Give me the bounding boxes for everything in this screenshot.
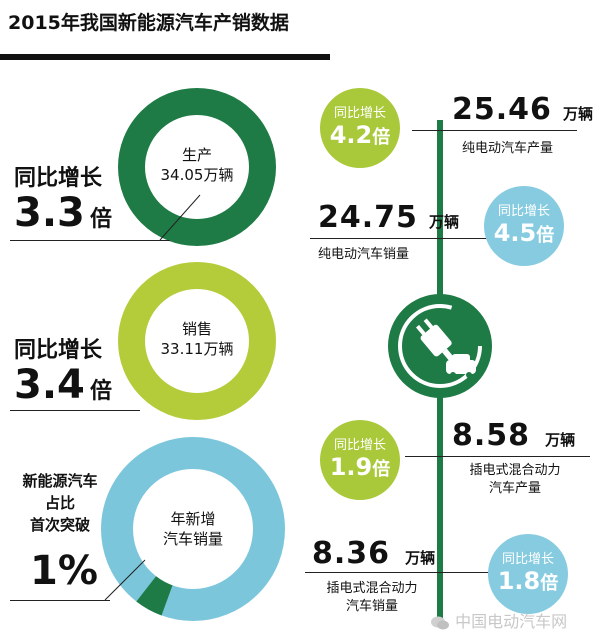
- sales-divider: [10, 410, 140, 411]
- phev-sales-desc-2: 汽车销量: [345, 599, 398, 614]
- phev-sales-badge-label: 同比增长: [501, 551, 554, 567]
- share-value: 1%: [30, 548, 98, 594]
- ev-sales-desc: 纯电动汽车销量: [318, 247, 410, 262]
- sales-label: 销售: [181, 320, 212, 338]
- ev-sales-value: 24.75: [318, 200, 418, 235]
- ev-sales-badge: 同比增长 4.5倍: [484, 186, 564, 266]
- production-value: 34.05万辆: [160, 166, 234, 184]
- ev-plug-car-icon: [388, 294, 492, 398]
- phev-production-desc-1: 插电式混合动力: [469, 463, 561, 478]
- sales-growth-label: 同比增长: [14, 338, 103, 363]
- ev-production-stat: 25.46 万辆: [452, 92, 593, 127]
- ev-sales-badge-value: 4.5: [493, 218, 537, 247]
- phev-sales-badge-value: 1.8: [497, 566, 541, 595]
- sales-ring-label: 销售 33.11万辆: [118, 319, 276, 359]
- sales-growth-unit: 倍: [89, 379, 112, 404]
- phev-production-value: 8.58: [452, 418, 531, 453]
- ev-production-badge-unit: 倍: [372, 126, 391, 148]
- production-ring-label: 生产 34.05万辆: [118, 145, 276, 185]
- share-text: 新能源汽车 占比 首次突破: [10, 470, 110, 536]
- ev-production-desc: 纯电动汽车产量: [462, 141, 554, 156]
- share-line1: 新能源汽车: [22, 472, 98, 490]
- phev-sales-desc-1: 插电式混合动力: [326, 581, 418, 596]
- phev-production-divider: [405, 456, 590, 457]
- ev-production-badge-value: 4.2: [329, 120, 373, 149]
- ev-sales-badge-label: 同比增长: [497, 203, 550, 219]
- phev-sales-unit: 万辆: [405, 549, 436, 567]
- share-ring-label-1: 年新增: [170, 510, 216, 528]
- production-growth: 3.3 倍: [14, 190, 112, 236]
- sales-growth-value: 3.4: [14, 362, 85, 408]
- share-ring-label: 年新增 汽车销量: [100, 509, 286, 549]
- ev-sales-stat: 24.75 万辆: [318, 200, 459, 235]
- ev-production-badge-label: 同比增长: [333, 105, 386, 121]
- ev-sales-divider: [310, 238, 490, 239]
- production-label: 生产: [181, 146, 212, 164]
- ev-production-unit: 万辆: [563, 105, 594, 123]
- phev-production-badge: 同比增长 1.9倍: [320, 420, 400, 500]
- production-growth-label: 同比增长: [14, 166, 103, 191]
- share-pointer: [104, 559, 146, 601]
- production-pointer: [159, 194, 201, 241]
- wechat-icon: [430, 615, 450, 631]
- phev-sales-badge-unit: 倍: [540, 572, 559, 594]
- phev-sales-value: 8.36: [312, 536, 391, 571]
- production-growth-unit: 倍: [89, 207, 112, 232]
- phev-sales-badge: 同比增长 1.8倍: [488, 534, 568, 614]
- share-ring: [101, 437, 285, 621]
- watermark-text: 中国电动汽车网: [455, 612, 568, 631]
- production-divider: [10, 240, 170, 241]
- watermark: 中国电动汽车网: [430, 608, 567, 632]
- phev-production-desc: 插电式混合动力 汽车产量: [455, 462, 575, 498]
- share-arc: [136, 575, 174, 616]
- phev-production-stat: 8.58 万辆: [452, 418, 575, 453]
- ev-sales-unit: 万辆: [429, 213, 460, 231]
- sales-growth: 3.4 倍: [14, 362, 112, 408]
- share-line3: 首次突破: [29, 516, 90, 534]
- phev-production-desc-2: 汽车产量: [488, 481, 541, 496]
- ev-sales-badge-unit: 倍: [536, 224, 555, 246]
- production-growth-value: 3.3: [14, 190, 85, 236]
- phev-production-unit: 万辆: [545, 431, 576, 449]
- phev-sales-stat: 8.36 万辆: [312, 536, 435, 571]
- ev-production-value: 25.46: [452, 92, 552, 127]
- share-line2: 占比: [44, 494, 75, 512]
- phev-production-badge-unit: 倍: [372, 458, 391, 480]
- ev-production-badge: 同比增长 4.2倍: [320, 88, 400, 168]
- phev-sales-desc: 插电式混合动力 汽车销量: [312, 580, 432, 616]
- phev-production-badge-label: 同比增长: [333, 437, 386, 453]
- share-ring-label-2: 汽车销量: [162, 530, 223, 548]
- share-divider: [10, 600, 110, 601]
- phev-sales-divider: [305, 572, 500, 573]
- page-title: 2015年我国新能源汽车产销数据: [8, 12, 289, 34]
- ev-production-divider: [412, 130, 577, 131]
- title-underline: [0, 54, 330, 60]
- sales-value: 33.11万辆: [160, 340, 234, 358]
- phev-production-badge-value: 1.9: [329, 452, 373, 481]
